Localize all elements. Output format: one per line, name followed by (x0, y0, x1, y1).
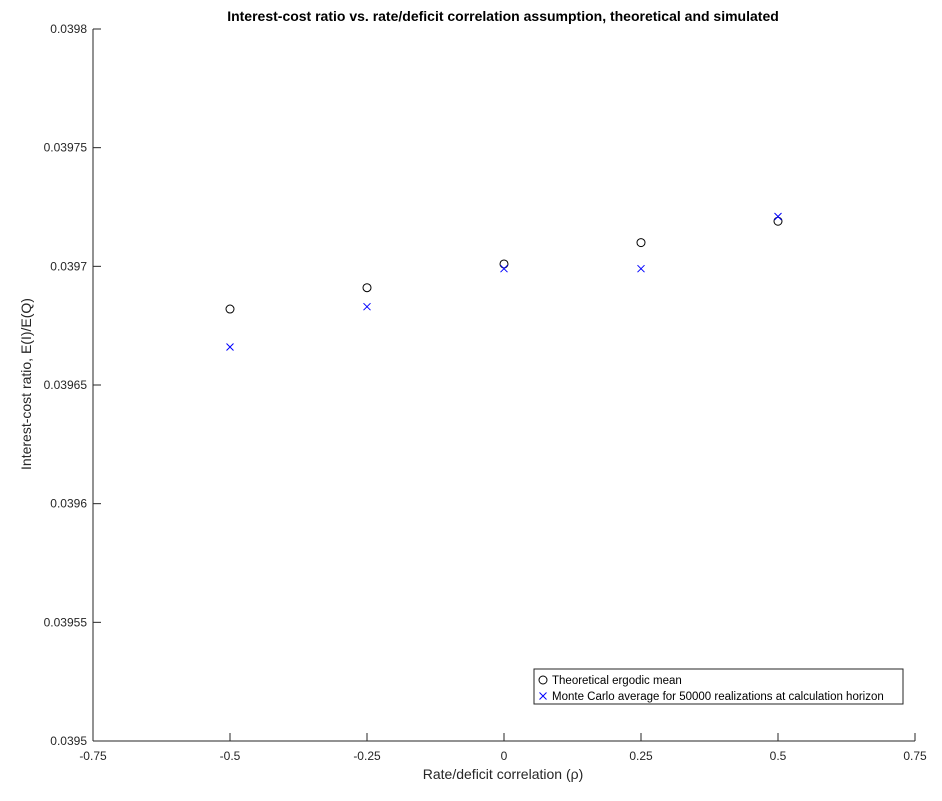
y-tick-label: 0.03955 (44, 615, 88, 629)
axes: -0.75 -0.5 -0.25 0 0.25 0.5 0.75 0.0395 0.03955 0… (44, 22, 927, 763)
y-tick-label: 0.0397 (50, 259, 87, 273)
legend-marker-x (539, 692, 547, 700)
theoretical-point (225, 304, 235, 314)
theoretical-point (362, 283, 372, 293)
x-axis-label: Rate/deficit correlation (ρ) (423, 766, 583, 782)
x-tick-label: -0.75 (79, 749, 107, 763)
x-tick-label: -0.5 (220, 749, 241, 763)
x-tick-label: 0.25 (629, 749, 653, 763)
legend-entry-theoretical: Theoretical ergodic mean (552, 675, 682, 687)
monte-carlo-point (226, 343, 234, 351)
monte-carlo-point (363, 302, 371, 311)
data-marks (225, 212, 783, 351)
x-tick-label: 0.75 (903, 749, 927, 763)
legend-entry-monte-carlo: Monte Carlo average for 50000 realizatio… (552, 691, 884, 703)
monte-carlo-point (774, 212, 782, 221)
theoretical-point (636, 238, 646, 248)
legend-x-symbol (539, 692, 547, 700)
x-tick-label: 0.5 (770, 749, 787, 763)
legend: Theoretical ergodic mean Monte Carlo ave… (533, 668, 904, 705)
y-tick-label: 0.03965 (44, 378, 88, 392)
y-tick-label: 0.0395 (50, 734, 87, 748)
y-tick-label: 0.0398 (50, 22, 87, 36)
legend-marker-circle (538, 675, 548, 685)
y-axis-label: Interest-cost ratio, E(I)/E(Q) (18, 298, 34, 470)
monte-carlo-point (637, 264, 645, 273)
x-tick-label: 0 (501, 749, 508, 763)
chart-title: Interest-cost ratio vs. rate/deficit cor… (227, 8, 779, 24)
legend-circle-symbol (538, 675, 548, 685)
theoretical-point (773, 216, 783, 226)
legend-box (533, 668, 904, 705)
y-tick-label: 0.0396 (50, 497, 87, 511)
monte-carlo-point (500, 264, 508, 273)
theoretical-point (499, 259, 509, 269)
x-tick-label: -0.25 (353, 749, 381, 763)
y-tick-label: 0.03975 (44, 141, 88, 155)
